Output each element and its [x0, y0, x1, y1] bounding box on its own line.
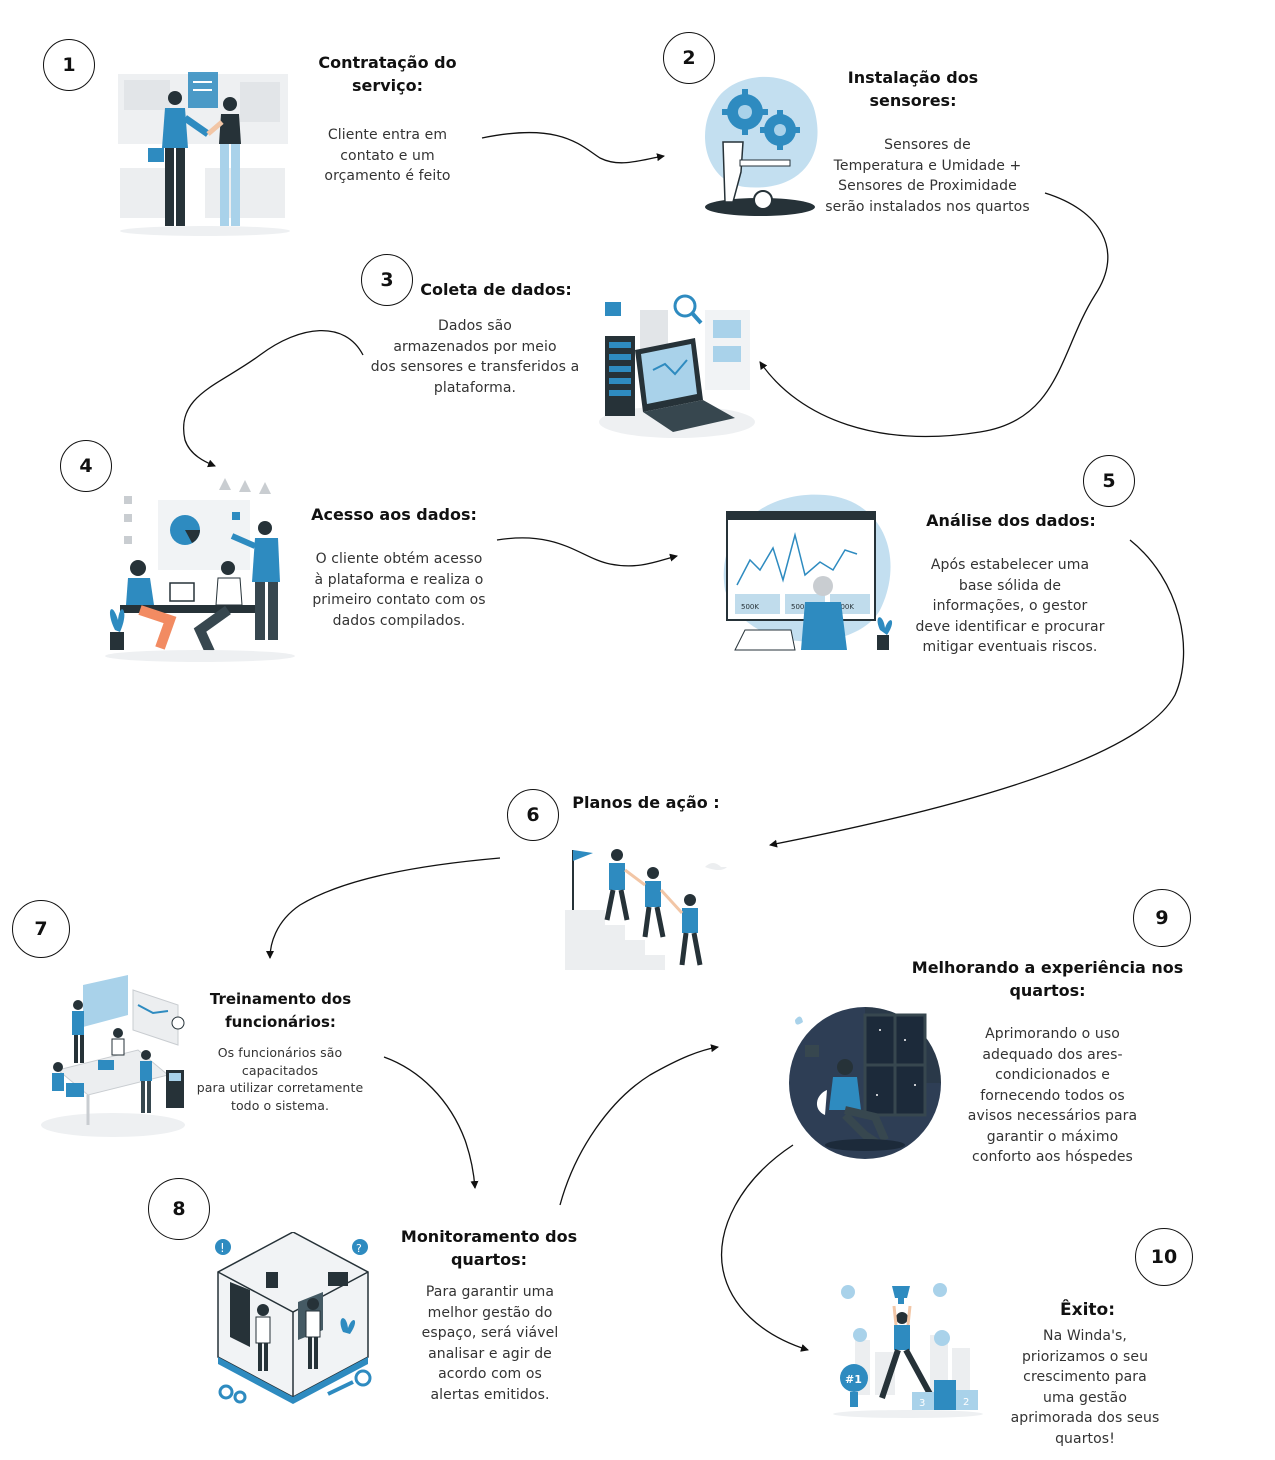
room-monitoring-illustration: ! ?: [215, 1232, 372, 1404]
step-number-10: 10: [1135, 1228, 1193, 1286]
action-plan-illustration: [565, 849, 727, 970]
step-description-1: Cliente entra em contato e um orçamento é …: [324, 127, 451, 184]
arrow-1-to-2: [481, 131, 665, 164]
step-description-3: Dados são armazenados por meio dos sensore…: [370, 318, 580, 396]
step-number-6: 6: [507, 789, 559, 841]
step-number-9: 9: [1133, 889, 1191, 947]
step-description-8: Para garantir uma melhor gestão do espaço,…: [421, 1284, 559, 1403]
step-description-4: O cliente obtém acesso à plataforma e rea…: [312, 551, 486, 629]
step-title-5: Análise dos dados:: [926, 511, 1096, 530]
svg-text:!: !: [220, 1241, 225, 1255]
step-description-10: Na Winda's, priorizamos o seu crescimento …: [1010, 1328, 1160, 1447]
step-number-8: 8: [148, 1178, 210, 1240]
arrow-5-to-6: [769, 539, 1185, 848]
step-description-5: Após estabelecer uma base sólida de inform…: [915, 557, 1105, 655]
step-title-2: Instalação dos sensores:: [847, 68, 979, 110]
step-number-4: 4: [60, 440, 112, 492]
step-number-5: 5: [1083, 455, 1135, 507]
arrow-4-to-5: [496, 537, 678, 567]
sensor-installation-illustration: [705, 76, 818, 216]
svg-text:?: ?: [356, 1242, 362, 1255]
analysis-stat-2: 500K: [791, 603, 809, 611]
step-title-8: Monitoramento dos quartos:: [400, 1227, 578, 1269]
room-experience-illustration: [789, 1007, 941, 1159]
employee-training-illustration: [41, 975, 185, 1137]
step-title-10: Êxito:: [1059, 1300, 1115, 1320]
success-illustration: #1 3 2: [833, 1283, 983, 1418]
arrow-9-to-10: [720, 1144, 809, 1352]
data-collection-illustration: [599, 294, 755, 438]
step-title-6: Planos de ação :: [572, 793, 720, 812]
data-analysis-illustration: 500K 500K 500K: [723, 494, 893, 651]
arrow-3-to-4: [182, 329, 364, 468]
step-title-3: Coleta de dados:: [420, 280, 572, 299]
step-number-3: 3: [361, 254, 413, 306]
step-number-1: 1: [43, 39, 95, 91]
arrow-2-to-3: [759, 192, 1109, 438]
step-title-7: Treinamento dos funcionários:: [209, 990, 352, 1031]
step-title-4: Acesso aos dados:: [311, 505, 477, 524]
step-description-9: Aprimorando o uso adequado dos ares-condi…: [967, 1026, 1138, 1165]
contract-handshake-illustration: [118, 72, 290, 236]
podium-third-label: 3: [919, 1398, 925, 1409]
step-description-7: Os funcionários são capacitados para utili…: [196, 1045, 364, 1113]
podium-second-label: 2: [963, 1397, 969, 1408]
data-access-meeting-illustration: [105, 478, 295, 662]
step-title-1: Contratação do serviço:: [318, 53, 457, 95]
analysis-stat-3: 500K: [836, 603, 854, 611]
arrow-7-to-8: [383, 1056, 479, 1189]
step-number-2: 2: [663, 32, 715, 84]
analysis-stat-1: 500K: [741, 603, 759, 611]
arrow-6-to-7: [266, 857, 501, 959]
rank-badge-label: #1: [845, 1373, 862, 1386]
arrow-8-to-9: [559, 1044, 719, 1206]
step-title-9: Melhorando a experiência nos quartos:: [911, 958, 1184, 1000]
step-number-7: 7: [12, 900, 70, 958]
step-description-2: Sensores de Temperatura e Umidade + Sensor…: [825, 137, 1030, 215]
